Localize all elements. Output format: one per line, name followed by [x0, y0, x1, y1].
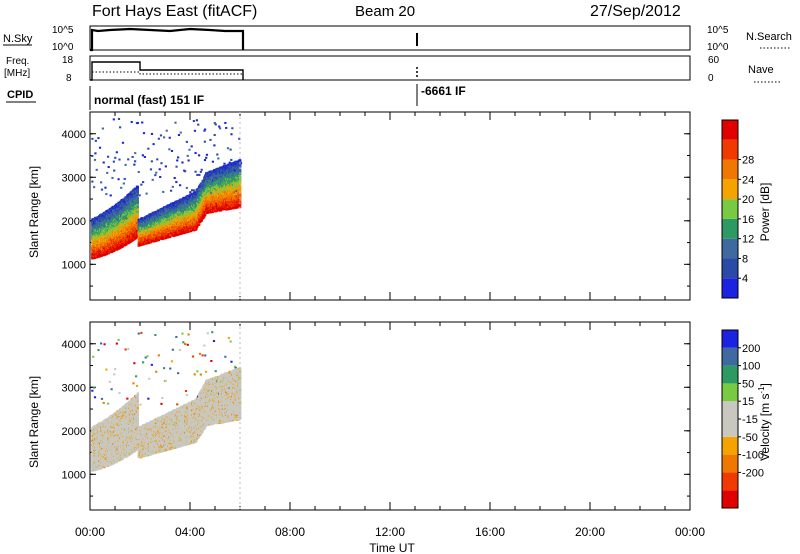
- nave-tick-bottom: 0: [708, 73, 714, 84]
- colorbar-1-seg-2: [722, 454, 738, 473]
- nsky-panel: [89, 25, 691, 51]
- y-tick-label-1-3: 4000: [62, 339, 86, 351]
- y-tick-label-0-3: 4000: [62, 129, 86, 141]
- colorbar-0-seg-0: [722, 278, 738, 298]
- freq-unit: [MHz]: [4, 68, 30, 79]
- colorbar-0-seg-3: [722, 218, 738, 239]
- velocity-cbar-tick-6: -100: [742, 450, 764, 462]
- x-tick-label-4: 16:00: [475, 525, 505, 539]
- nave-tick-top: 60: [708, 55, 720, 66]
- cpid-label: CPID: [7, 89, 33, 101]
- nsky-tick-top: 10^5: [52, 25, 74, 36]
- colorbar-1-seg-7: [722, 365, 738, 384]
- y-tick-label-1-2: 3000: [62, 382, 86, 394]
- nave-label: Nave: [748, 64, 774, 76]
- colorbar-1-seg-1: [722, 472, 738, 491]
- colorbar-1-seg-4: [722, 419, 738, 437]
- velocity-cbar-tick-0: 200: [742, 343, 760, 355]
- colorbar-1-seg-3: [722, 436, 738, 455]
- velocity-cbar-tick-3: 15: [742, 396, 754, 408]
- nsearch-tick-bottom: 10^0: [707, 42, 729, 53]
- power-cbar-tick-4: 20: [742, 194, 754, 206]
- power-cbar-tick-5: 24: [742, 174, 754, 186]
- velocity-ylabel: Slant Range [km]: [27, 376, 41, 468]
- freq-label: Freq.: [6, 56, 29, 67]
- freq-tick-bottom: 8: [66, 73, 72, 84]
- beam-title: Beam 20: [355, 3, 415, 20]
- nsky-label: N.Sky: [3, 33, 33, 45]
- x-axis-label: Time UT: [369, 541, 415, 554]
- velocity-panel: 1000 2000 3000 4000: [62, 321, 691, 511]
- velocity-cbar-tick-4: -15: [742, 414, 758, 426]
- y-tick-label-0-1: 2000: [62, 216, 86, 228]
- velocity-colorbar: 200 100 50 15 -15 -50 -100 -200: [721, 329, 764, 509]
- x-tick-label-0: 00:00: [75, 525, 105, 539]
- power-cbar-tick-0: 4: [742, 273, 748, 285]
- y-tick-label-1-0: 1000: [62, 469, 86, 481]
- power-panel: 1000 2000 3000 4000: [62, 111, 691, 301]
- power-cbar-tick-2: 12: [742, 234, 754, 246]
- x-tick-label-2: 08:00: [275, 525, 305, 539]
- date-title: 27/Sep/2012: [590, 3, 681, 20]
- x-tick-labels: 00:00 04:00 08:00 12:00 16:00 20:00 00:00: [75, 525, 705, 539]
- station-title: Fort Hays East (fitACF): [92, 3, 257, 20]
- colorbar-0-seg-4: [722, 199, 738, 219]
- freq-tick-top: 18: [62, 55, 74, 66]
- colorbar-1-seg-5: [722, 401, 738, 419]
- colorbar-1-seg-8: [722, 347, 738, 366]
- cpid-mode-1: normal (fast) 151 IF: [94, 93, 204, 107]
- colorbar-0-seg-8: [722, 120, 738, 140]
- power-colorbar: 4 8 12 16 20 24 28: [721, 119, 754, 299]
- y-tick-label-0-0: 1000: [62, 259, 86, 271]
- power-cbar-tick-6: 28: [742, 155, 754, 167]
- colorbar-0-seg-5: [722, 179, 738, 200]
- power-cbar-tick-3: 16: [742, 214, 754, 226]
- nave-trace: [92, 71, 243, 75]
- colorbar-0-seg-7: [722, 139, 738, 160]
- power-ylabel: Slant Range [km]: [27, 166, 41, 258]
- freq-trace: [90, 61, 244, 81]
- colorbar-0-seg-6: [722, 159, 738, 180]
- velocity-cbar-tick-7: -200: [742, 467, 764, 479]
- colorbar-0-seg-1: [722, 258, 738, 279]
- velocity-cbar-tick-1: 100: [742, 361, 760, 373]
- colorbar-1-seg-6: [722, 383, 738, 402]
- y-tick-label-0-2: 3000: [62, 172, 86, 184]
- power-cbar-tick-1: 8: [742, 253, 748, 265]
- y-tick-label-1-1: 2000: [62, 426, 86, 438]
- x-tick-label-6: 00:00: [675, 525, 705, 539]
- nsearch-label: N.Search: [746, 31, 792, 43]
- power-cbar-label: Power [dB]: [758, 183, 772, 242]
- cpid-mode-2: -6661 IF: [421, 84, 466, 98]
- velocity-cbar-tick-5: -50: [742, 432, 758, 444]
- colorbar-0-seg-2: [722, 238, 738, 259]
- x-tick-label-3: 12:00: [375, 525, 405, 539]
- freq-panel: [89, 55, 691, 81]
- x-tick-label-5: 20:00: [575, 525, 605, 539]
- velocity-cbar-label: Velocity [m s-1]: [757, 383, 772, 461]
- velocity-cbar-tick-2: 50: [742, 378, 754, 390]
- colorbar-1-seg-0: [722, 490, 738, 508]
- nsearch-tick-top: 10^5: [707, 25, 729, 36]
- colorbar-1-seg-9: [722, 330, 738, 348]
- nsky-tick-bottom: 10^0: [52, 42, 74, 53]
- x-tick-label-1: 04:00: [175, 525, 205, 539]
- nsky-trace: [90, 27, 245, 52]
